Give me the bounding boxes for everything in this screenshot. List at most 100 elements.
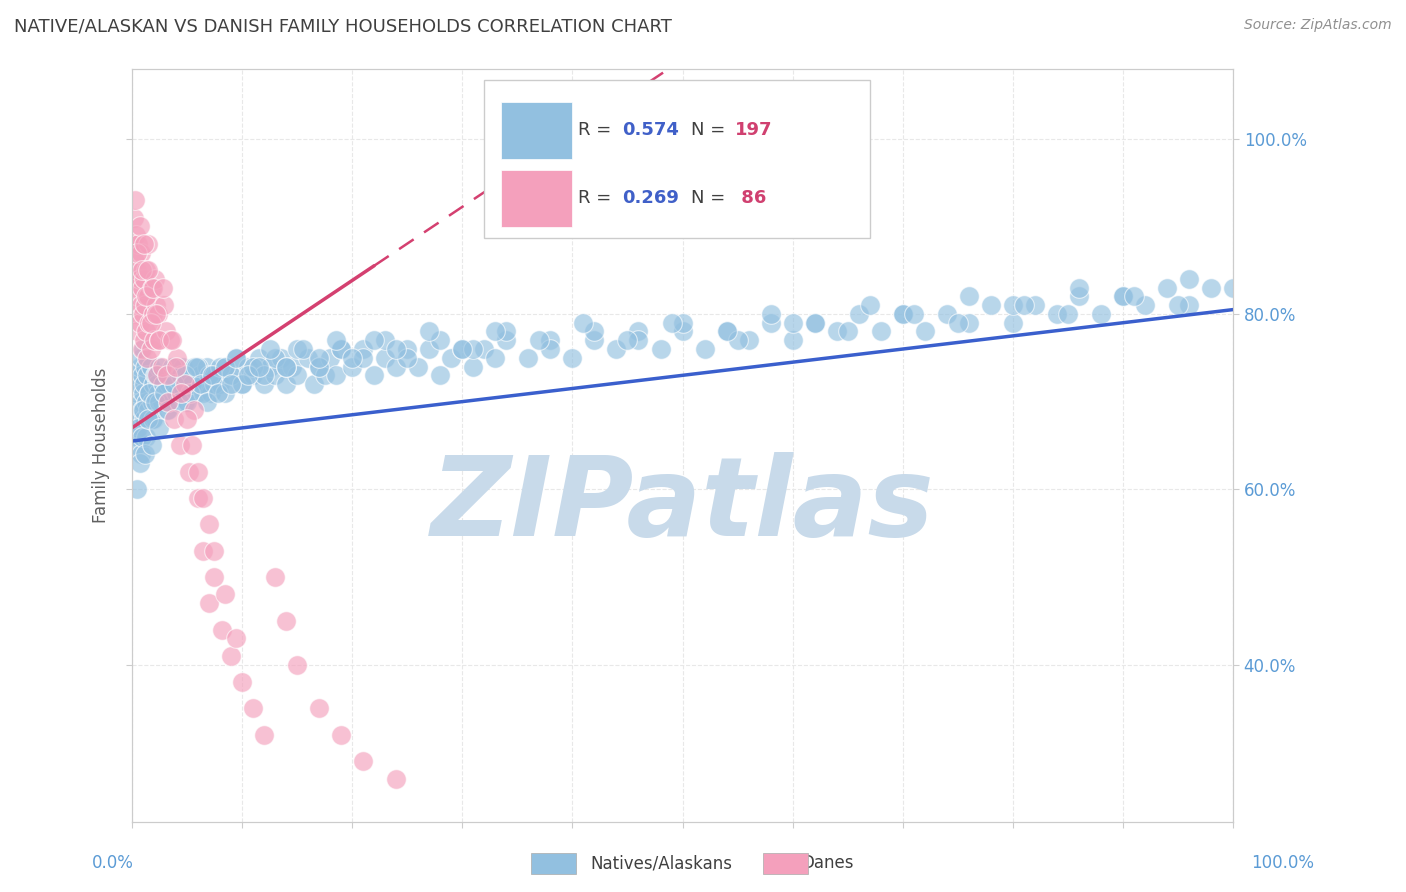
Point (214, 587, 236, 601)
Point (152, 298, 174, 312)
FancyBboxPatch shape (501, 170, 572, 227)
Point (152, 385, 174, 400)
Point (1112, 289, 1135, 303)
Point (145, 394, 167, 409)
Point (1067, 289, 1090, 303)
Point (274, 377, 297, 392)
Point (1067, 280, 1090, 294)
Point (148, 359, 170, 374)
Point (193, 491, 215, 505)
Point (716, 325, 738, 339)
Point (170, 368, 193, 383)
Point (129, 245, 152, 260)
Point (181, 377, 204, 392)
Point (127, 236, 149, 251)
Point (138, 385, 160, 400)
Point (139, 342, 162, 356)
Point (169, 438, 191, 452)
Point (1133, 298, 1156, 312)
Point (195, 359, 218, 374)
Point (253, 377, 276, 392)
Point (183, 403, 205, 417)
Point (803, 316, 825, 330)
Point (946, 316, 969, 330)
Point (148, 421, 170, 435)
Point (219, 368, 242, 383)
Point (759, 316, 782, 330)
Point (136, 351, 159, 365)
Point (179, 377, 201, 392)
Point (242, 368, 264, 383)
Text: NATIVE/ALASKAN VS DANISH FAMILY HOUSEHOLDS CORRELATION CHART: NATIVE/ALASKAN VS DANISH FAMILY HOUSEHOL… (14, 18, 672, 36)
Point (759, 307, 782, 321)
Point (1178, 272, 1201, 286)
Point (142, 377, 165, 392)
Point (325, 368, 347, 383)
Point (869, 325, 891, 339)
Point (127, 421, 149, 435)
Point (325, 333, 347, 347)
Point (142, 412, 165, 426)
Point (935, 307, 957, 321)
Point (340, 359, 363, 374)
Point (538, 333, 561, 347)
Point (170, 385, 193, 400)
Point (1167, 298, 1189, 312)
Point (141, 280, 163, 294)
Point (173, 377, 195, 392)
Point (914, 325, 936, 339)
Point (129, 298, 152, 312)
Point (219, 368, 242, 383)
Point (782, 333, 804, 347)
Point (314, 368, 336, 383)
Point (285, 342, 308, 356)
Point (440, 351, 463, 365)
Point (231, 377, 253, 392)
Point (429, 333, 451, 347)
Point (727, 333, 749, 347)
Point (163, 377, 186, 392)
Point (1001, 298, 1024, 312)
Point (134, 359, 156, 374)
Point (236, 368, 259, 383)
Point (166, 351, 188, 365)
Point (247, 351, 270, 365)
Point (127, 483, 149, 497)
Point (1199, 280, 1222, 294)
Point (285, 368, 308, 383)
Point (352, 754, 374, 768)
Point (319, 351, 342, 365)
Point (184, 359, 207, 374)
Point (128, 412, 150, 426)
Point (274, 359, 297, 374)
Point (150, 359, 173, 374)
Point (231, 675, 253, 690)
Point (125, 228, 148, 243)
Point (127, 245, 149, 260)
Point (156, 403, 179, 417)
Point (187, 359, 209, 374)
Point (156, 368, 179, 383)
Point (208, 377, 231, 392)
Point (132, 333, 155, 347)
Point (903, 307, 925, 321)
Point (1222, 280, 1244, 294)
Text: 197: 197 (735, 121, 773, 139)
Point (138, 263, 160, 277)
Point (529, 333, 551, 347)
Point (583, 333, 606, 347)
Point (1156, 280, 1178, 294)
Point (135, 430, 157, 444)
Point (128, 456, 150, 470)
Point (181, 438, 204, 452)
Point (159, 333, 181, 347)
Text: R =: R = (578, 189, 617, 207)
Point (484, 351, 506, 365)
Point (363, 333, 385, 347)
Point (176, 412, 198, 426)
Point (135, 325, 157, 339)
Point (136, 368, 159, 383)
Point (138, 385, 160, 400)
Point (138, 289, 160, 303)
Point (142, 333, 165, 347)
